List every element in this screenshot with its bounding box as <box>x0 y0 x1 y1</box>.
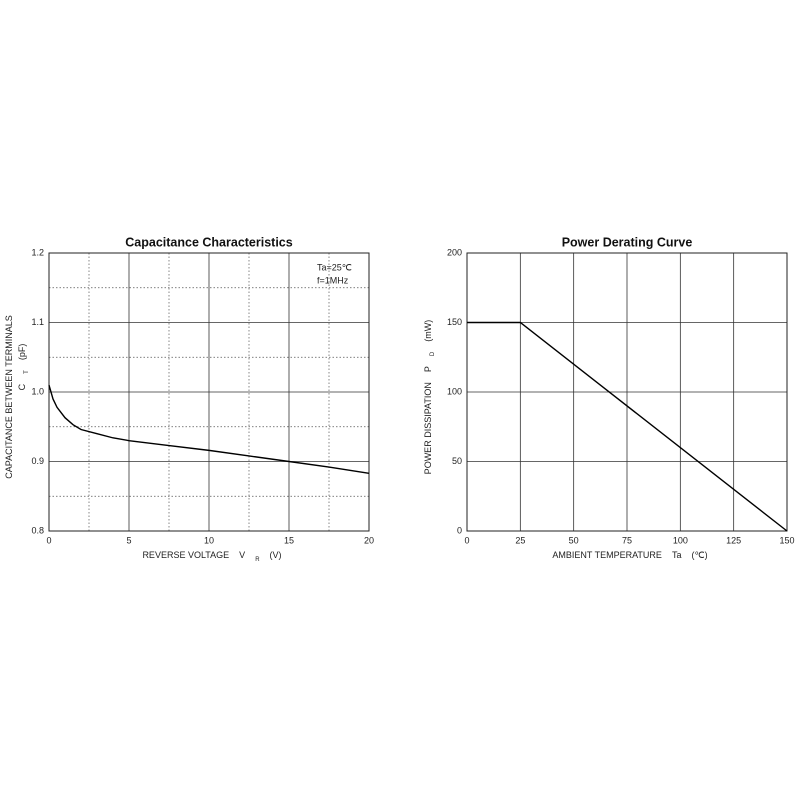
chart-title: Power Derating Curve <box>562 235 693 249</box>
axis-label-spacer <box>282 550 292 560</box>
y-tick-label: 1.2 <box>31 247 44 257</box>
axis-label-part: V <box>239 550 245 560</box>
axis-label-spacer <box>423 372 433 382</box>
axis-label-part: (mW) <box>423 320 433 342</box>
axis-label-part: Ta <box>672 550 682 560</box>
axis-label-spacer <box>245 550 255 560</box>
axis-label-part: AMBIENT TEMPERATURE <box>552 550 662 560</box>
x-tick-label: 125 <box>726 535 741 545</box>
axis-label-part: REVERSE VOLTAGE <box>142 550 229 560</box>
x-tick-label: 15 <box>284 535 294 545</box>
axis-label-spacer <box>17 374 27 384</box>
axis-label-part: POWER DISSIPATION <box>423 382 433 474</box>
x-tick-label: 150 <box>779 535 794 545</box>
axis-label-part: (℃) <box>691 550 707 560</box>
axis-label-spacer <box>423 356 433 366</box>
x-tick-label: 0 <box>464 535 469 545</box>
axis-label-part: (V) <box>270 550 282 560</box>
x-tick-label: 100 <box>673 535 688 545</box>
x-tick-label: 20 <box>364 535 374 545</box>
y-axis-label: POWER DISSIPATION P D (mW) <box>423 310 435 475</box>
x-tick-label: 5 <box>126 535 131 545</box>
axis-label-spacer <box>260 550 270 560</box>
axis-label-part: CAPACITANCE BETWEEN TERMINALS <box>4 315 14 479</box>
x-tick-label: 50 <box>569 535 579 545</box>
x-tick-label: 25 <box>515 535 525 545</box>
y-tick-label: 0.9 <box>31 456 44 466</box>
axis-label-spacer <box>229 550 239 560</box>
annotation: f=1MHz <box>317 275 349 285</box>
axis-label-spacer <box>17 334 27 344</box>
y-tick-label: 150 <box>447 317 462 327</box>
chart-title: Capacitance Characteristics <box>125 235 292 249</box>
x-tick-label: 0 <box>46 535 51 545</box>
plot-frame <box>48 252 370 532</box>
axis-label-spacer <box>681 550 691 560</box>
axis-label-spacer <box>17 360 27 370</box>
y-axis-label: C T (pF) <box>17 334 29 391</box>
axis-label-spacer <box>4 305 14 315</box>
y-tick-label: 50 <box>452 456 462 466</box>
axis-label-spacer <box>423 310 433 320</box>
axis-label-part: P <box>423 366 433 372</box>
y-tick-label: 100 <box>447 386 462 396</box>
y-tick-label: 0 <box>457 525 462 535</box>
x-tick-label: 10 <box>204 535 214 545</box>
plot-frame <box>466 252 788 532</box>
y-axis-label: CAPACITANCE BETWEEN TERMINALS <box>4 305 14 479</box>
axis-label-part: C <box>17 383 27 390</box>
x-tick-label: 75 <box>622 535 632 545</box>
y-tick-label: 1.1 <box>31 317 44 327</box>
axis-label-spacer <box>423 342 433 352</box>
axis-label-subscript: T <box>24 370 30 374</box>
axis-label-spacer <box>662 550 672 560</box>
annotation: Ta=25℃ <box>317 262 352 272</box>
x-axis-label: REVERSE VOLTAGE V R (V) <box>142 550 291 562</box>
y-tick-label: 1.0 <box>31 386 44 396</box>
y-tick-label: 0.8 <box>31 525 44 535</box>
axis-label-subscript: R <box>255 557 260 563</box>
data-line <box>467 321 788 532</box>
axis-label-subscript: D <box>430 351 436 356</box>
y-tick-label: 200 <box>447 247 462 257</box>
x-axis-label: AMBIENT TEMPERATURE Ta (℃) <box>552 550 717 560</box>
axis-label-part: (pF) <box>17 344 27 361</box>
axis-label-spacer <box>708 550 718 560</box>
data-line <box>48 384 370 475</box>
